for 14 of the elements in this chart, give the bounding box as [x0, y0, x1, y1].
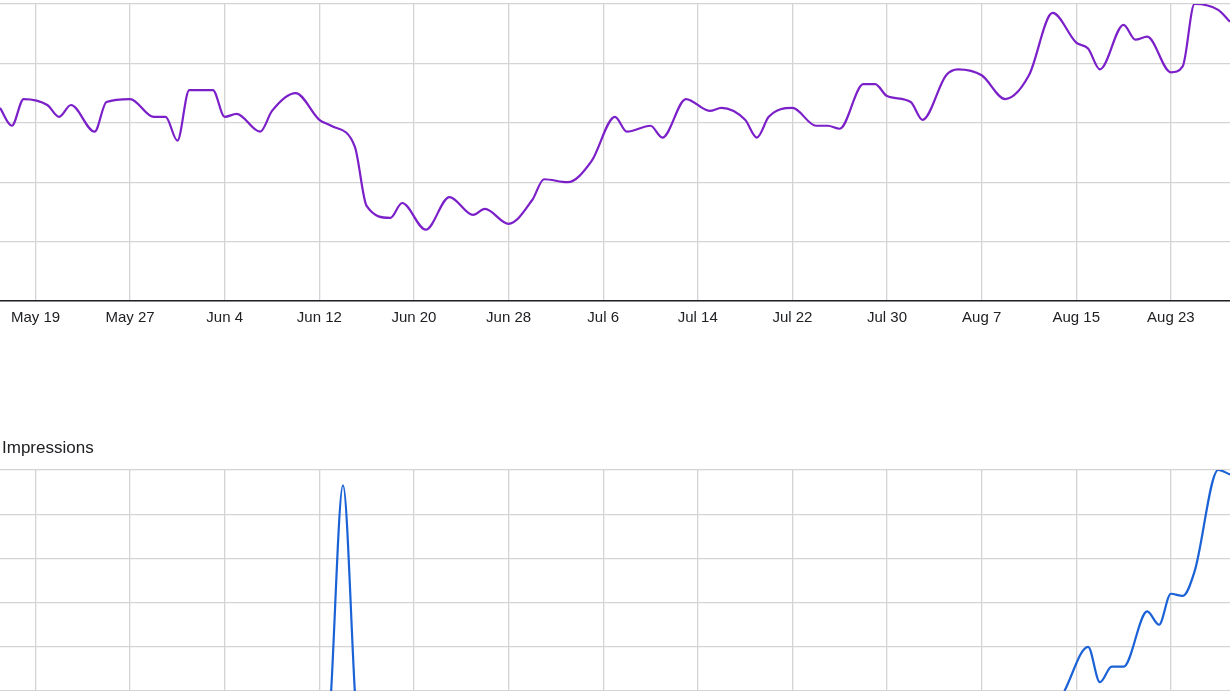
x-tick-label: Jul 30 — [867, 308, 908, 326]
x-tick-label: May 19 — [10, 308, 61, 326]
x-tick-label: Jul 6 — [587, 308, 620, 326]
chart-title: Impressions — [1, 437, 95, 459]
x-tick-label: Aug 23 — [1147, 308, 1195, 326]
x-tick-label: Jun 4 — [206, 308, 244, 326]
x-tick-label: Jun 20 — [391, 308, 437, 326]
x-tick-label: Jun 12 — [296, 308, 342, 326]
x-tick-label: Aug 7 — [962, 308, 1002, 326]
x-tick-label: May 27 — [105, 308, 155, 326]
x-tick-label: Jul 22 — [772, 308, 813, 326]
x-tick-label: Jun 28 — [486, 308, 532, 326]
x-tick-label: Aug 15 — [1052, 308, 1101, 326]
x-tick-label: Jul 14 — [677, 308, 718, 326]
